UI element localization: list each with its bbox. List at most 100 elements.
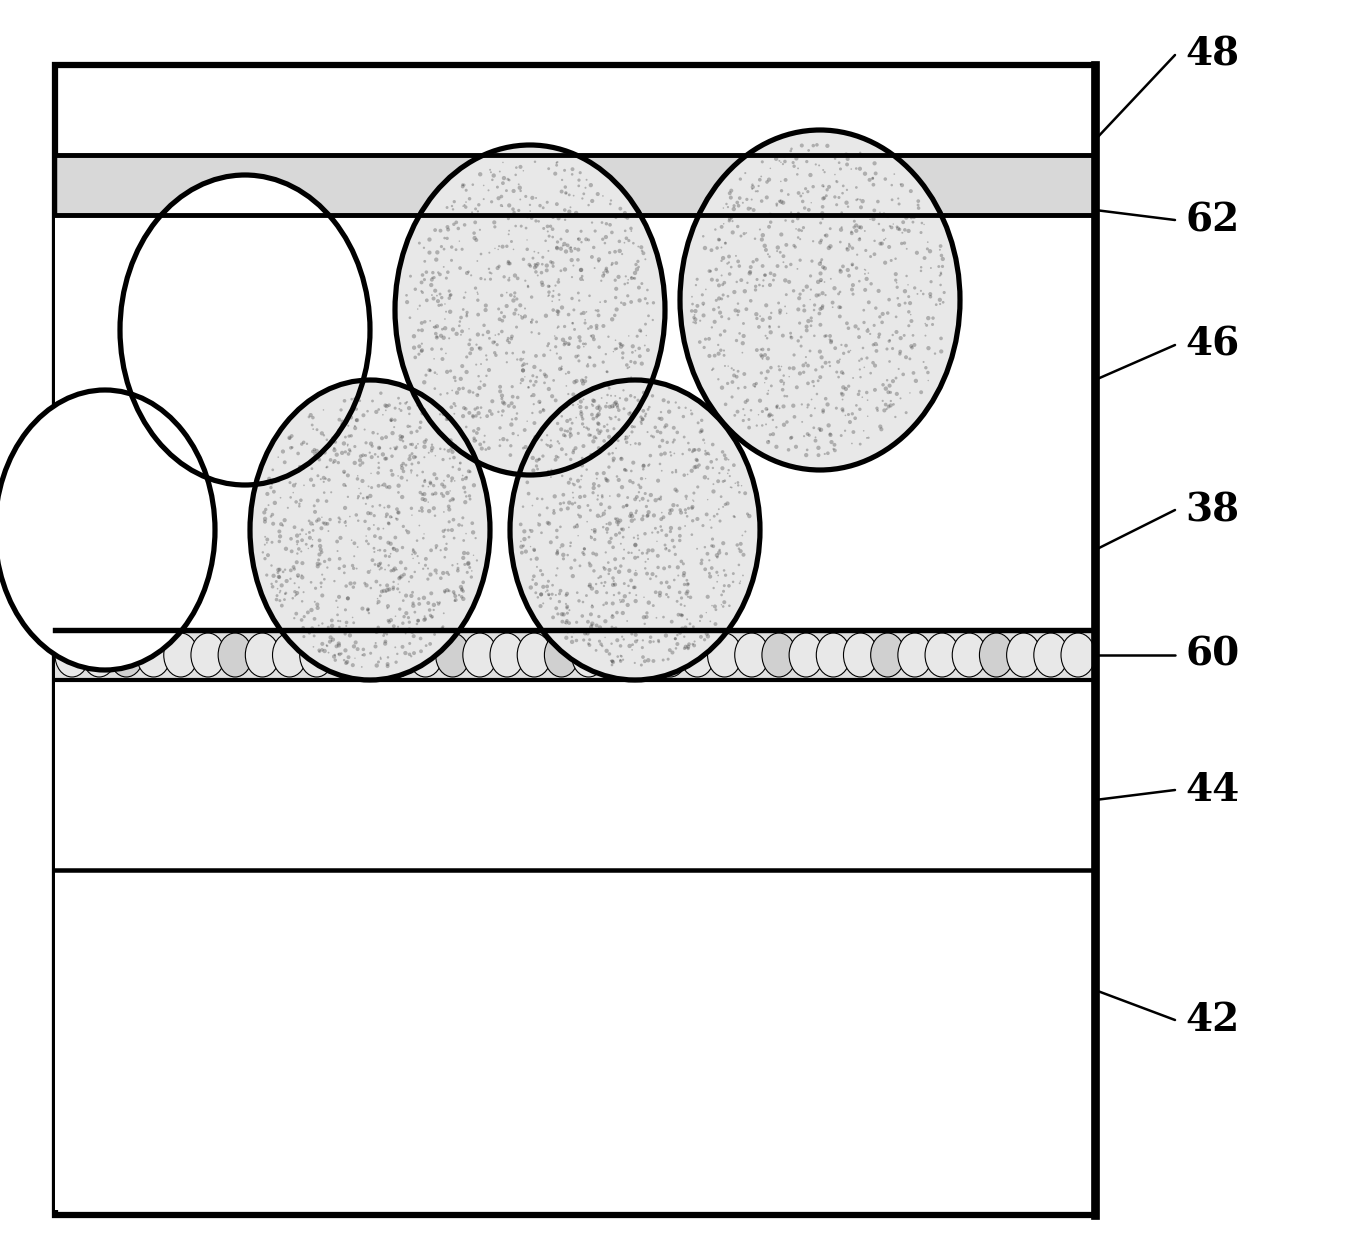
Point: [776, 386, 798, 406]
Point: [505, 409, 527, 429]
Point: [894, 233, 916, 253]
Point: [376, 477, 398, 497]
Point: [525, 583, 547, 603]
Point: [281, 438, 303, 458]
Point: [263, 482, 285, 502]
Point: [484, 238, 506, 258]
Point: [810, 263, 832, 283]
Point: [532, 489, 554, 509]
Point: [328, 508, 350, 528]
Point: [331, 443, 353, 463]
Point: [674, 515, 696, 535]
Point: [501, 414, 522, 434]
Point: [280, 529, 301, 549]
Point: [280, 560, 301, 580]
Point: [541, 575, 563, 595]
Point: [818, 352, 840, 372]
Point: [570, 507, 592, 527]
Point: [258, 469, 280, 489]
Point: [347, 487, 369, 507]
Point: [455, 192, 476, 212]
Point: [540, 533, 562, 553]
Point: [387, 499, 408, 519]
Point: [832, 256, 854, 276]
Point: [387, 509, 408, 529]
Point: [650, 487, 672, 507]
Point: [524, 152, 546, 172]
Point: [585, 428, 607, 448]
Point: [655, 625, 677, 645]
Point: [506, 317, 528, 337]
Point: [634, 406, 655, 426]
Point: [592, 230, 613, 250]
Point: [814, 444, 836, 464]
Point: [631, 655, 653, 675]
Point: [292, 553, 313, 573]
Point: [877, 339, 898, 359]
Point: [773, 374, 795, 394]
Point: [608, 513, 630, 533]
Point: [425, 281, 446, 301]
Point: [550, 538, 571, 558]
Point: [700, 518, 722, 538]
Point: [452, 406, 474, 426]
Point: [588, 250, 609, 270]
Point: [537, 336, 559, 356]
Point: [783, 407, 805, 427]
Point: [664, 431, 685, 451]
Ellipse shape: [925, 633, 959, 676]
Point: [559, 419, 581, 439]
Point: [601, 605, 623, 625]
Point: [387, 466, 408, 485]
Point: [514, 271, 536, 291]
Point: [501, 377, 522, 397]
Point: [442, 509, 464, 529]
Point: [328, 549, 350, 569]
Point: [525, 372, 547, 392]
Point: [677, 464, 699, 484]
Point: [581, 247, 603, 267]
Point: [643, 427, 665, 447]
Point: [440, 448, 461, 468]
Point: [280, 473, 301, 493]
Point: [316, 636, 338, 656]
Point: [887, 288, 909, 308]
Point: [370, 558, 392, 578]
Point: [836, 238, 858, 258]
Point: [418, 361, 440, 381]
Point: [768, 398, 790, 418]
Point: [554, 260, 575, 280]
Point: [505, 216, 527, 236]
Point: [802, 372, 824, 392]
Point: [490, 377, 512, 397]
Point: [923, 308, 944, 328]
Point: [617, 488, 639, 508]
Point: [451, 515, 472, 535]
Point: [403, 595, 425, 615]
Point: [456, 362, 478, 382]
Point: [411, 489, 433, 509]
Point: [792, 281, 814, 301]
Point: [368, 554, 389, 574]
Point: [624, 578, 646, 598]
Point: [609, 636, 631, 656]
Point: [562, 567, 584, 587]
Point: [470, 245, 491, 265]
Point: [687, 270, 708, 290]
Point: [313, 472, 335, 492]
Point: [721, 181, 742, 201]
Point: [484, 217, 506, 237]
Point: [434, 583, 456, 603]
Point: [870, 419, 892, 439]
Point: [594, 233, 616, 253]
Point: [360, 503, 381, 523]
Point: [639, 454, 661, 474]
Point: [520, 312, 541, 332]
Point: [573, 183, 594, 203]
Point: [478, 180, 499, 200]
Point: [338, 426, 360, 446]
Point: [801, 308, 822, 328]
Point: [930, 236, 951, 256]
Point: [873, 220, 894, 240]
Point: [502, 240, 524, 260]
